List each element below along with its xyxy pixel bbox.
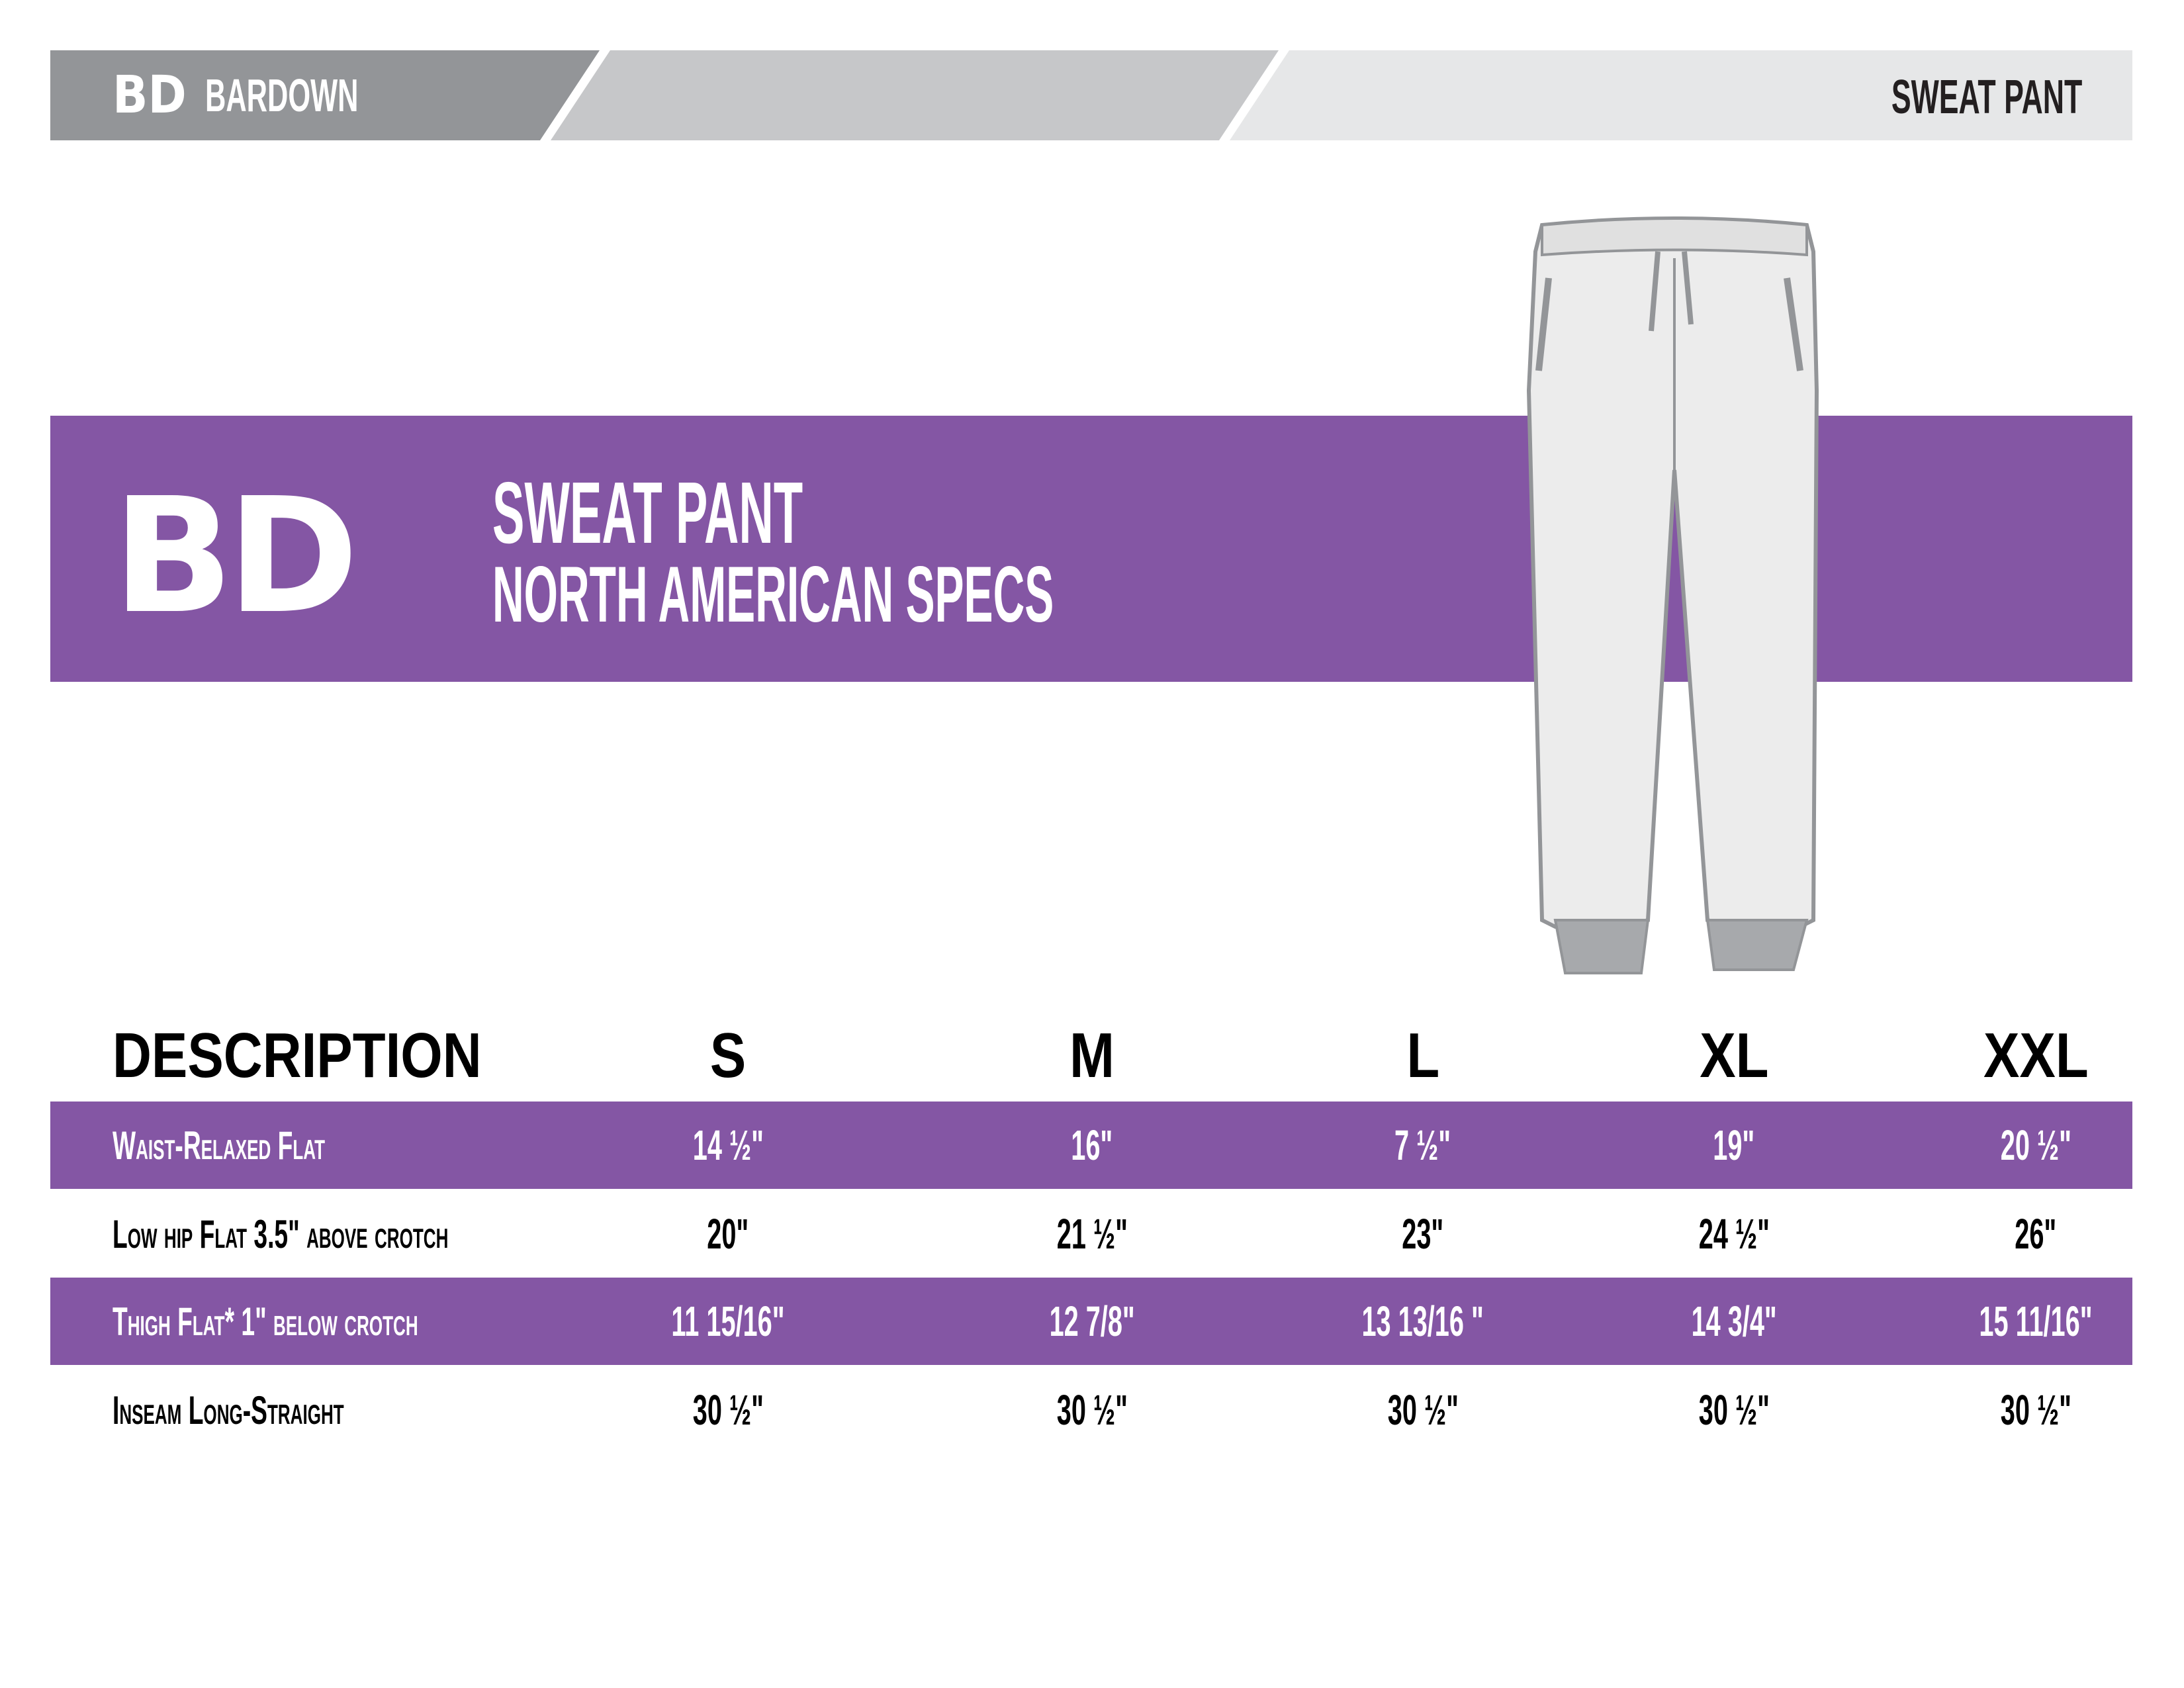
value-m: 21 ½" — [1056, 1210, 1128, 1258]
banner-title: SWEAT PANT — [492, 464, 803, 561]
value-s: 11 15/16" — [671, 1297, 785, 1345]
banner-subtitle: NORTH AMERICAN SPECS — [492, 550, 1054, 639]
value-m: 12 7/8" — [1049, 1297, 1135, 1345]
value-l: 23" — [1402, 1210, 1444, 1258]
row-label: Thigh Flat* 1" below crotch — [113, 1299, 418, 1344]
header-size-xl: XL — [1699, 1020, 1769, 1091]
row-label: Waist-Relaxed Flat — [113, 1123, 326, 1168]
value-xxl: 26" — [2015, 1210, 2057, 1258]
header-size-s: S — [709, 1020, 747, 1091]
value-s: 14 ½" — [692, 1121, 764, 1169]
header-band: BD BARDOWN SWEAT PANT — [50, 50, 2132, 140]
sweat-pant-illustration — [1526, 216, 1819, 974]
header-description: DESCRIPTION — [113, 1020, 482, 1091]
value-xxl: 15 11/16" — [1979, 1297, 2093, 1345]
table-row-waist: Waist-Relaxed Flat 14 ½" 16" 7 ½" 19" 20… — [50, 1102, 2132, 1189]
table-row-inseam: Inseam Long-Straight 30 ½" 30 ½" 30 ½" 3… — [50, 1366, 2132, 1454]
value-xl: 30 ½" — [1698, 1386, 1770, 1434]
header-size-l: L — [1406, 1020, 1439, 1091]
value-l: 13 13/16 " — [1361, 1297, 1484, 1345]
bd-logo-large: BD — [113, 463, 359, 649]
value-m: 30 ½" — [1056, 1386, 1128, 1434]
value-xl: 24 ½" — [1698, 1210, 1770, 1258]
table-header: DESCRIPTION S M L XL XXL — [50, 1019, 2132, 1092]
value-l: 30 ½" — [1387, 1386, 1459, 1434]
row-label: Inseam Long-Straight — [113, 1387, 344, 1432]
header-background — [50, 50, 2132, 140]
value-xl: 14 3/4" — [1691, 1297, 1777, 1345]
value-xl: 19" — [1713, 1121, 1755, 1169]
header-size-xxl: XXL — [1983, 1020, 2089, 1091]
header-size-m: M — [1069, 1020, 1115, 1091]
value-s: 20" — [707, 1210, 749, 1258]
table-row-thigh: Thigh Flat* 1" below crotch 11 15/16" 12… — [50, 1278, 2132, 1365]
header-product: SWEAT PANT — [1891, 71, 2082, 124]
value-s: 30 ½" — [692, 1386, 764, 1434]
header-logo: BD BARDOWN — [113, 66, 452, 125]
value-xxl: 20 ½" — [2000, 1121, 2071, 1169]
value-l: 7 ½" — [1394, 1121, 1451, 1169]
title-banner: BD SWEAT PANT NORTH AMERICAN SPECS — [50, 416, 2132, 682]
value-xxl: 30 ½" — [2000, 1386, 2071, 1434]
row-label: Low hip Flat 3.5" above crotch — [113, 1211, 449, 1256]
value-m: 16" — [1071, 1121, 1113, 1169]
table-row-low-hip: Low hip Flat 3.5" above crotch 20" 21 ½"… — [50, 1190, 2132, 1278]
bd-logo-small: BD — [113, 66, 187, 125]
brand-name: BARDOWN — [205, 70, 359, 121]
